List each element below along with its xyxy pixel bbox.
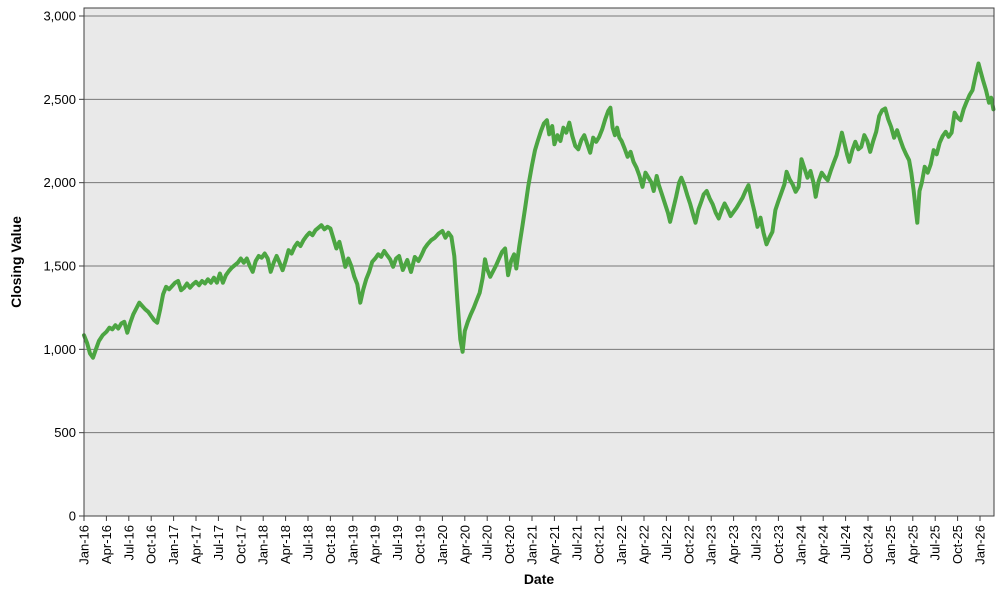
x-tick-label: Oct-25 xyxy=(950,525,965,564)
series-lines xyxy=(82,61,996,360)
x-tick-label: Jul-21 xyxy=(569,525,584,560)
x-tick-label: Jan-22 xyxy=(614,525,629,565)
x-tick-label: Jul-16 xyxy=(121,525,136,560)
y-axis-title: Closing Value xyxy=(8,216,24,308)
x-tick-label: Apr-17 xyxy=(189,525,204,564)
x-tick-label: Jul-17 xyxy=(211,525,226,560)
y-tick-label: 500 xyxy=(54,425,76,440)
x-tick-label: Oct-19 xyxy=(413,525,428,564)
x-axis-tick-labels: Jan-16 Apr-16 Jul-16 Oct-16 Jan-17 Apr-17 Jul-… xyxy=(77,525,988,565)
x-tick-label: Oct-20 xyxy=(502,525,517,564)
plot-area xyxy=(84,8,994,516)
x-tick-label: Oct-18 xyxy=(323,525,338,564)
x-tick-label: Jan-16 xyxy=(77,525,92,565)
x-tick-label: Jan-17 xyxy=(166,525,181,565)
x-tick-label: Apr-23 xyxy=(726,525,741,564)
x-axis-ticks xyxy=(83,516,981,521)
x-tick-label: Jul-23 xyxy=(749,525,764,560)
series-line-closing-value xyxy=(82,61,996,360)
y-tick-label: 0 xyxy=(69,509,76,524)
y-axis-ticks xyxy=(79,15,84,517)
x-tick-label: Jan-18 xyxy=(256,525,271,565)
y-tick-label: 1,500 xyxy=(43,259,76,274)
x-tick-label: Jul-19 xyxy=(390,525,405,560)
y-tick-label: 2,000 xyxy=(43,175,76,190)
x-tick-label: Oct-24 xyxy=(861,525,876,564)
x-tick-label: Apr-25 xyxy=(905,525,920,564)
x-tick-label: Oct-22 xyxy=(681,525,696,564)
y-axis-tick-labels: 0 500 1,000 1,500 2,000 2,500 3,000 xyxy=(43,9,76,524)
x-tick-label: Apr-19 xyxy=(368,525,383,564)
x-tick-label: Jul-18 xyxy=(301,525,316,560)
x-tick-label: Oct-21 xyxy=(592,525,607,564)
x-tick-label: Jul-25 xyxy=(928,525,943,560)
x-tick-label: Jan-24 xyxy=(793,525,808,565)
x-tick-label: Jan-23 xyxy=(704,525,719,565)
x-tick-label: Apr-16 xyxy=(99,525,114,564)
x-tick-label: Apr-24 xyxy=(816,525,831,564)
y-tick-label: 2,500 xyxy=(43,92,76,107)
y-tick-label: 3,000 xyxy=(43,9,76,24)
x-axis-title: Date xyxy=(524,571,555,587)
x-tick-label: Oct-17 xyxy=(233,525,248,564)
x-tick-label: Jul-24 xyxy=(838,525,853,560)
x-tick-label: Oct-16 xyxy=(144,525,159,564)
x-tick-label: Apr-18 xyxy=(278,525,293,564)
x-tick-label: Jan-26 xyxy=(973,525,988,565)
x-tick-label: Jan-19 xyxy=(345,525,360,565)
x-tick-label: Apr-21 xyxy=(547,525,562,564)
x-tick-label: Apr-20 xyxy=(457,525,472,564)
x-tick-label: Apr-22 xyxy=(637,525,652,564)
x-tick-label: Jan-21 xyxy=(525,525,540,565)
x-tick-label: Jul-20 xyxy=(480,525,495,560)
plot-border xyxy=(83,7,995,517)
x-tick-label: Oct-23 xyxy=(771,525,786,564)
x-tick-label: Jan-20 xyxy=(435,525,450,565)
x-tick-label: Jul-22 xyxy=(659,525,674,560)
x-tick-label: Jan-25 xyxy=(883,525,898,565)
y-tick-label: 1,000 xyxy=(43,342,76,357)
